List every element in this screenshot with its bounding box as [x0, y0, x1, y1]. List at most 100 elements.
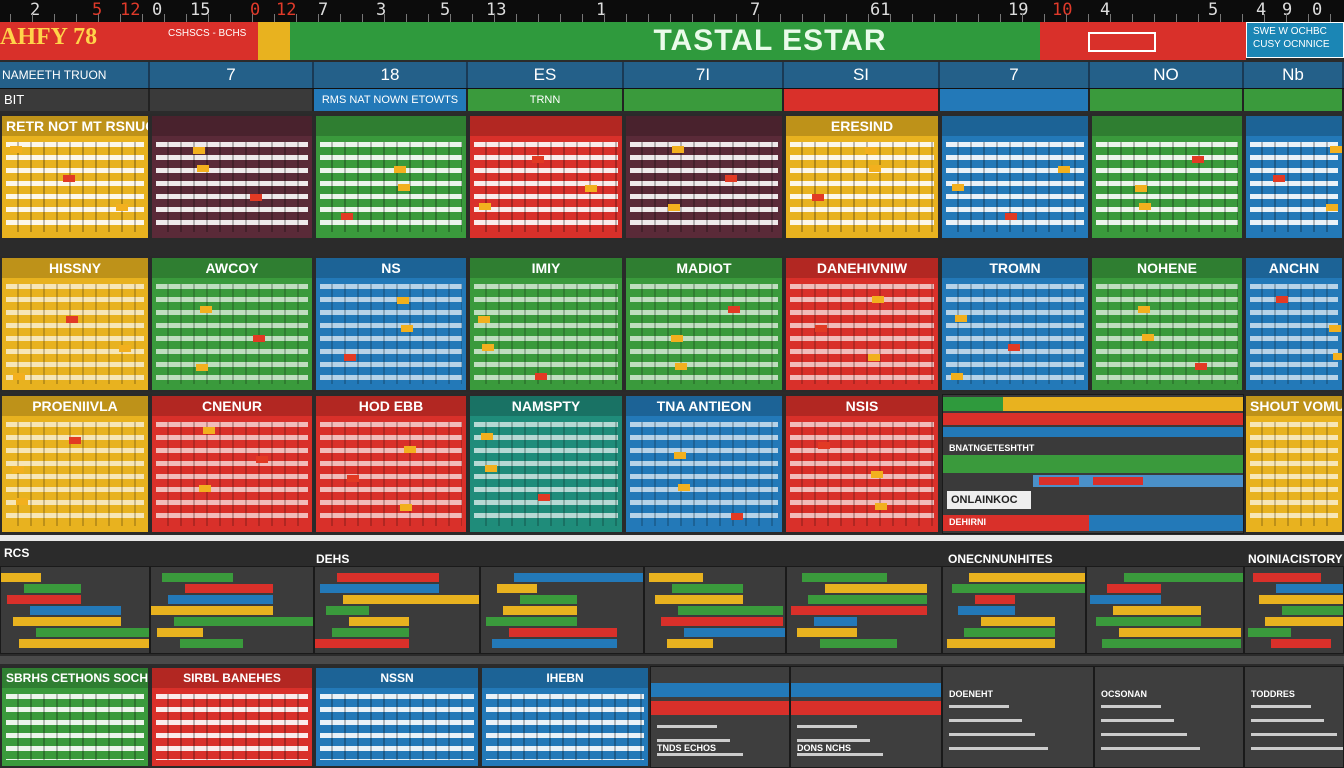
- highlighted-day[interactable]: [397, 297, 409, 304]
- highlighted-day[interactable]: [13, 373, 25, 380]
- highlighted-day[interactable]: [871, 471, 883, 478]
- highlighted-day[interactable]: [1058, 166, 1070, 173]
- gantt-bar[interactable]: [791, 606, 927, 615]
- gantt-bar[interactable]: [320, 584, 439, 593]
- gantt-bar[interactable]: [1107, 584, 1161, 593]
- gantt-bar[interactable]: [157, 628, 203, 637]
- highlighted-day[interactable]: [256, 456, 268, 463]
- highlighted-day[interactable]: [818, 442, 830, 449]
- calendar-day-grid[interactable]: [630, 142, 778, 232]
- gantt-column[interactable]: [0, 566, 150, 654]
- highlighted-day[interactable]: [1005, 213, 1017, 220]
- highlighted-day[interactable]: [1333, 353, 1342, 360]
- gantt-bar[interactable]: [36, 628, 149, 637]
- calendar-day-grid[interactable]: [474, 422, 618, 526]
- info-panel[interactable]: DONS NCHS: [790, 666, 942, 768]
- highlighted-day[interactable]: [875, 503, 887, 510]
- category-stripe[interactable]: [1090, 89, 1244, 111]
- column-header[interactable]: 18: [314, 62, 468, 88]
- gantt-bar[interactable]: [162, 573, 233, 582]
- calendar-day-grid[interactable]: [630, 284, 778, 384]
- highlighted-day[interactable]: [250, 194, 262, 201]
- highlighted-day[interactable]: [398, 184, 410, 191]
- category-stripe[interactable]: TRNN: [468, 89, 624, 111]
- calendar-day-grid[interactable]: [790, 422, 934, 526]
- category-stripe[interactable]: RMS NAT NOWN ETOWTS: [314, 89, 468, 111]
- calendar-month-card[interactable]: PROENIIVLA: [0, 394, 150, 534]
- highlighted-day[interactable]: [478, 316, 490, 323]
- highlighted-day[interactable]: [674, 452, 686, 459]
- highlighted-day[interactable]: [197, 165, 209, 172]
- highlighted-day[interactable]: [1273, 175, 1285, 182]
- calendar-day-grid[interactable]: [320, 694, 474, 760]
- calendar-month-card[interactable]: NSSN: [314, 666, 480, 768]
- highlighted-day[interactable]: [203, 427, 215, 434]
- gantt-bar[interactable]: [13, 617, 121, 626]
- corner-info-box[interactable]: SWE W OCHBC CUSY OCNNICE: [1246, 22, 1344, 58]
- highlighted-day[interactable]: [12, 466, 24, 473]
- calendar-month-card[interactable]: HOD EBB: [314, 394, 468, 534]
- gantt-bar[interactable]: [332, 628, 409, 637]
- gantt-column[interactable]: [314, 566, 480, 654]
- highlighted-day[interactable]: [481, 433, 493, 440]
- gantt-bar[interactable]: [975, 595, 1015, 604]
- gantt-bar[interactable]: [1119, 628, 1241, 637]
- calendar-day-grid[interactable]: [486, 694, 644, 760]
- highlighted-day[interactable]: [812, 194, 824, 201]
- highlighted-day[interactable]: [482, 344, 494, 351]
- highlighted-day[interactable]: [1330, 146, 1342, 153]
- calendar-month-card[interactable]: MADIOT: [624, 256, 784, 392]
- gantt-bar[interactable]: [514, 573, 643, 582]
- calendar-month-card[interactable]: SHOUT VOMU: [1244, 394, 1344, 534]
- gantt-bar[interactable]: [185, 584, 273, 593]
- category-stripe[interactable]: [150, 89, 314, 111]
- highlighted-day[interactable]: [1329, 325, 1341, 332]
- gantt-bar[interactable]: [964, 628, 1055, 637]
- highlighted-day[interactable]: [394, 166, 406, 173]
- highlighted-day[interactable]: [725, 175, 737, 182]
- info-panel[interactable]: DOENEHT: [942, 666, 1094, 768]
- highlighted-day[interactable]: [815, 325, 827, 332]
- highlighted-day[interactable]: [668, 204, 680, 211]
- gantt-column[interactable]: [644, 566, 786, 654]
- calendar-month-card[interactable]: CNENUR: [150, 394, 314, 534]
- column-header[interactable]: 7: [150, 62, 314, 88]
- gantt-bar[interactable]: [1124, 573, 1243, 582]
- calendar-day-grid[interactable]: [1250, 422, 1338, 526]
- highlighted-day[interactable]: [869, 165, 881, 172]
- calendar-month-card[interactable]: NOHENE: [1090, 256, 1244, 392]
- highlighted-day[interactable]: [1139, 203, 1151, 210]
- gantt-bar[interactable]: [180, 639, 243, 648]
- highlighted-day[interactable]: [193, 147, 205, 154]
- gantt-bar[interactable]: [661, 617, 783, 626]
- highlighted-day[interactable]: [119, 345, 131, 352]
- gantt-column[interactable]: [1086, 566, 1244, 654]
- gantt-bar[interactable]: [678, 606, 783, 615]
- calendar-day-grid[interactable]: [156, 694, 308, 760]
- gantt-bar[interactable]: [958, 606, 1015, 615]
- calendar-month-card[interactable]: [150, 114, 314, 240]
- highlighted-day[interactable]: [347, 475, 359, 482]
- category-stripe[interactable]: [784, 89, 940, 111]
- highlighted-day[interactable]: [585, 185, 597, 192]
- gantt-bar[interactable]: [349, 617, 409, 626]
- calendar-month-card[interactable]: ANCHN: [1244, 256, 1344, 392]
- highlighted-day[interactable]: [872, 296, 884, 303]
- gantt-bar[interactable]: [1113, 606, 1201, 615]
- gantt-bar[interactable]: [1271, 639, 1331, 648]
- highlighted-day[interactable]: [404, 446, 416, 453]
- gantt-bar[interactable]: [672, 584, 743, 593]
- highlighted-day[interactable]: [69, 437, 81, 444]
- calendar-day-grid[interactable]: [156, 284, 308, 384]
- gantt-bar[interactable]: [326, 606, 369, 615]
- calendar-month-card[interactable]: TNA ANTIEON: [624, 394, 784, 534]
- calendar-month-card[interactable]: IHEBN: [480, 666, 650, 768]
- gantt-bar[interactable]: [649, 573, 703, 582]
- gantt-bar[interactable]: [667, 639, 713, 648]
- calendar-month-card[interactable]: DANEHIVNIW: [784, 256, 940, 392]
- gantt-column[interactable]: [1244, 566, 1344, 654]
- highlighted-day[interactable]: [951, 373, 963, 380]
- gantt-bar[interactable]: [820, 639, 897, 648]
- calendar-month-card[interactable]: NAMSPTY: [468, 394, 624, 534]
- highlighted-day[interactable]: [66, 316, 78, 323]
